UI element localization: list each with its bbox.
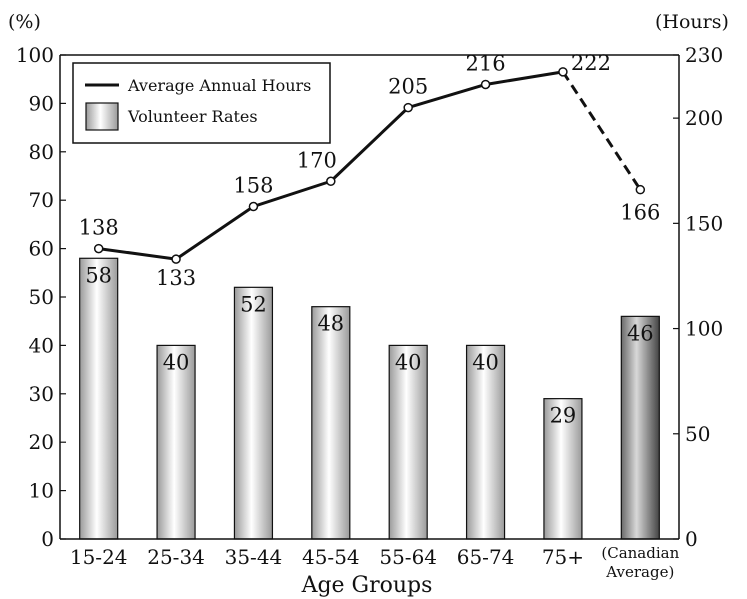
category-label: 35-44 [225,545,283,569]
right-tick-label: 0 [685,527,698,551]
category-label: 55-64 [379,545,437,569]
bar [388,344,428,540]
legend-label-hours: Average Annual Hours [127,76,311,95]
x-axis-title: Age Groups [301,573,433,598]
left-tick-label: 90 [29,91,54,115]
left-tick-label: 80 [29,140,54,164]
category-label: 65-74 [457,545,515,569]
right-tick-label: 50 [685,422,710,446]
line-value-label: 170 [297,148,337,172]
line-point [326,176,336,187]
line-value-label: 158 [233,174,273,198]
bar [156,344,196,540]
bar [465,344,506,540]
left-axis-unit: (%) [8,11,41,33]
legend: Average Annual Hours Volunteer Rates [72,62,331,144]
category-label: 25-34 [147,545,205,569]
line-value-label: 138 [79,216,119,240]
left-tick-label: 50 [29,285,54,309]
legend-label-rates: Volunteer Rates [127,107,258,126]
right-tick-label: 100 [685,317,723,341]
right-axis-unit: (Hours) [655,11,729,33]
left-tick-label: 60 [29,237,54,261]
right-tick-label: 200 [685,106,723,130]
bar-value-label: 48 [317,312,344,336]
bar-value-label: 40 [163,350,190,374]
right-tick-label: 150 [685,211,723,235]
left-tick-label: 70 [29,188,54,212]
line-point [635,184,646,195]
bar-value-label: 52 [240,292,267,316]
bar-value-label: 29 [550,404,577,428]
line-point [558,67,568,77]
bar [233,286,274,540]
line-point [171,254,181,264]
bar-value-label: 40 [395,350,422,374]
axes: 0 10 20 30 40 50 60 70 80 90 100 0 50 100 150 200 230 15-… [16,43,723,581]
category-label: 45-54 [302,545,360,569]
bar-value-label: 58 [85,263,112,287]
left-tick-label: 20 [29,430,54,454]
line-value-label: 205 [388,75,428,99]
bar-value-label: 46 [627,321,654,345]
bar [79,257,119,540]
line-dashed-segment [561,71,642,191]
left-tick-label: 40 [29,333,54,357]
legend-bar-swatch [85,102,119,131]
line-point [93,243,104,254]
line-value-label: 133 [156,266,196,290]
bar [311,306,351,540]
bar-value-label: 40 [472,350,499,374]
left-tick-label: 10 [29,479,54,503]
bar-series: 58 40 52 48 40 40 29 46 [79,257,660,540]
line-point [248,201,259,212]
line-point [480,79,491,90]
right-tick-label: 230 [685,43,723,67]
bar [543,398,583,540]
category-label: 15-24 [70,545,128,569]
left-tick-label: 100 [16,43,54,67]
left-tick-label: 0 [41,527,54,551]
category-label: (Canadian [601,544,679,562]
left-tick-label: 30 [29,382,54,406]
category-label: Average) [605,563,674,581]
line-point [403,102,413,113]
bar [620,315,660,540]
category-label: 75+ [542,545,584,569]
line-value-label: 166 [620,201,660,225]
